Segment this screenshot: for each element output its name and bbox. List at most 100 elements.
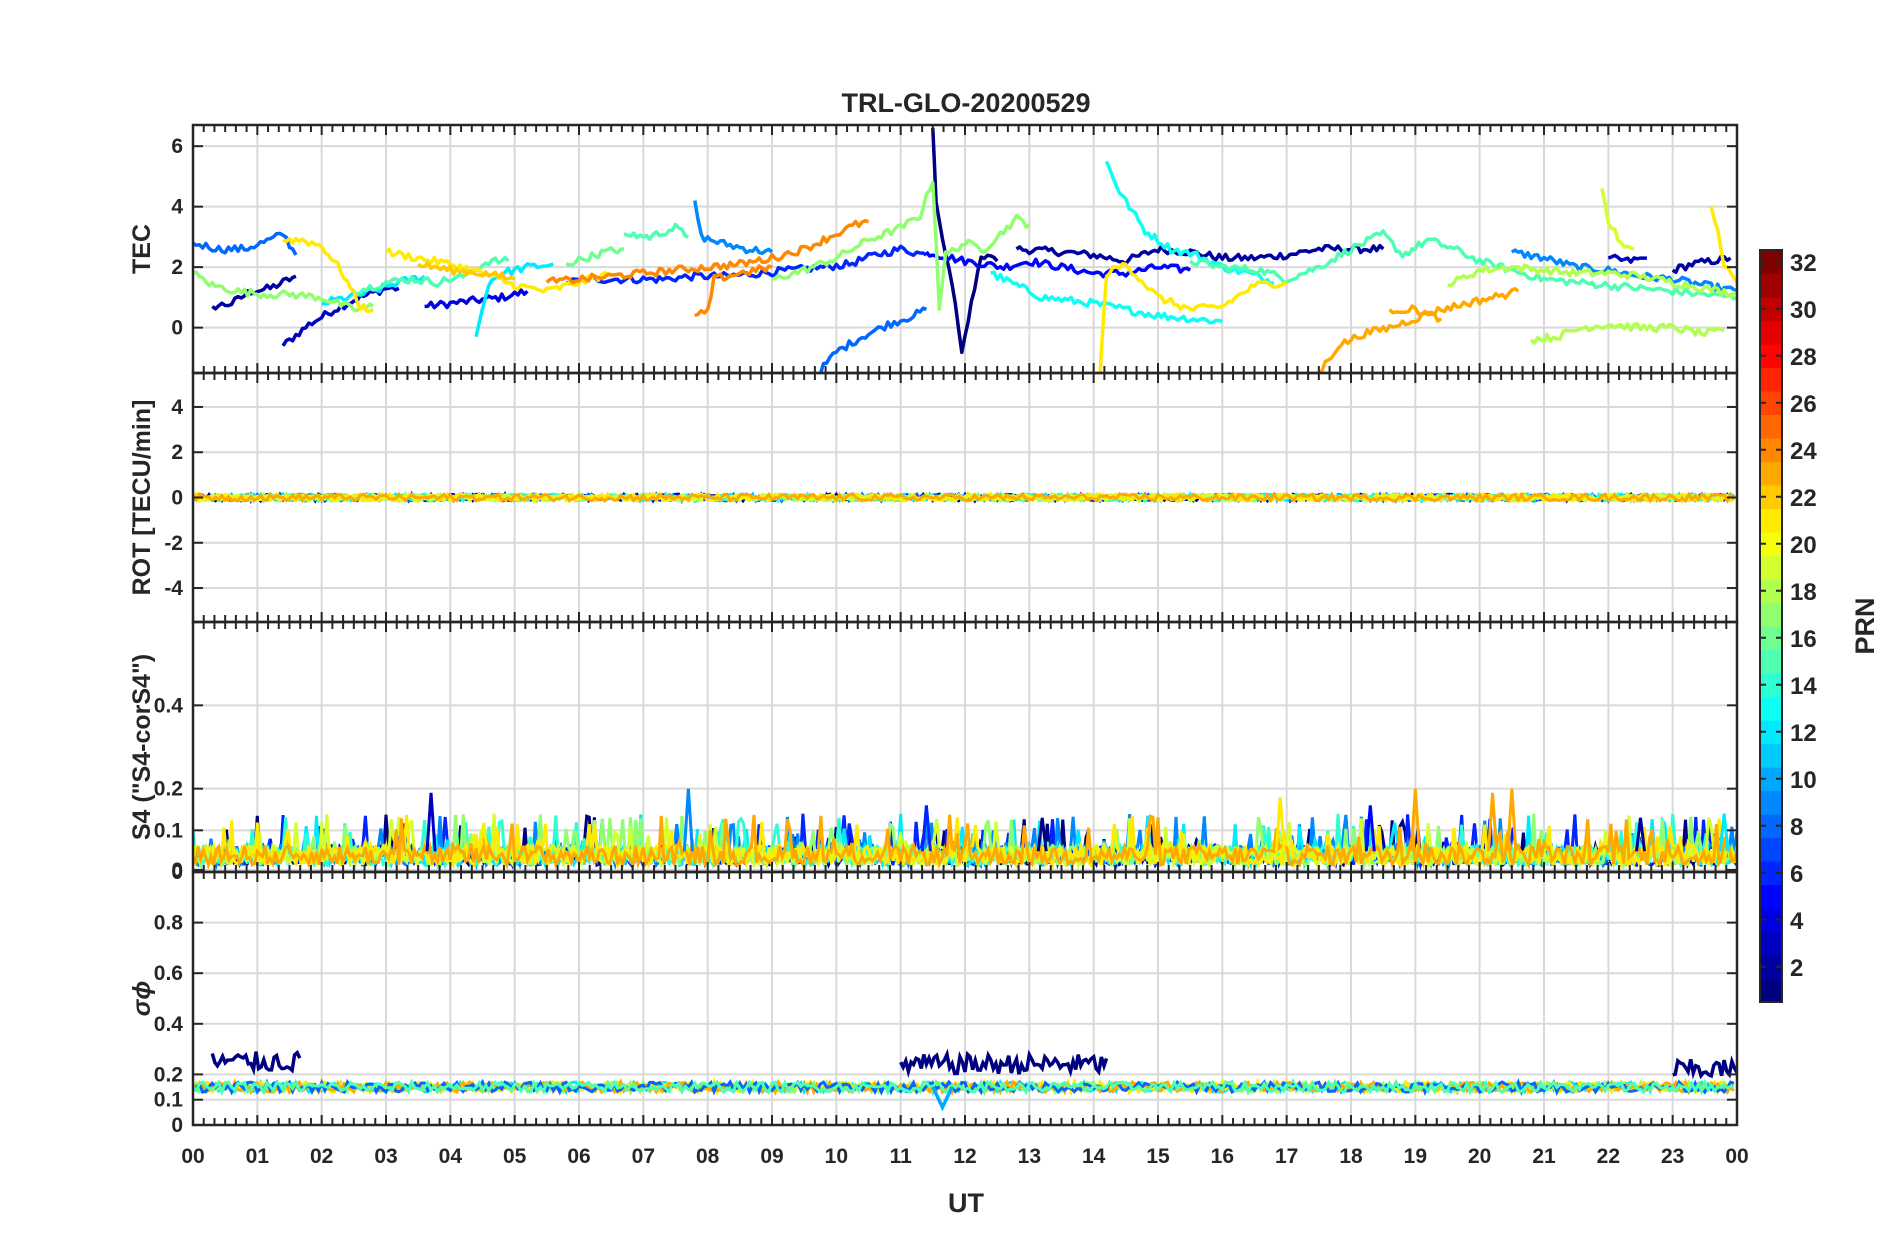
s4-spike bbox=[1036, 817, 1048, 852]
colorbar-segment bbox=[1760, 626, 1782, 651]
colorbar-segment bbox=[1760, 461, 1782, 486]
sigphi-raised-segment-2 bbox=[1672, 1055, 1737, 1080]
tec-series-prn-9-11 bbox=[693, 200, 774, 256]
x-tick-label: 01 bbox=[246, 1145, 270, 1168]
colorbar-segment bbox=[1760, 673, 1782, 698]
s4-spike bbox=[682, 788, 694, 852]
colorbar-segment bbox=[1760, 814, 1782, 839]
y-tick-label: 0.1 bbox=[154, 1089, 184, 1112]
tec-series-prn-22-30 bbox=[417, 261, 516, 281]
tec-series-prn-15-17 bbox=[352, 255, 510, 297]
y-tick-label: -4 bbox=[164, 577, 183, 600]
tec-series-prn-24-34 bbox=[694, 264, 773, 318]
colorbar-segment bbox=[1760, 861, 1782, 886]
colorbar-segment bbox=[1760, 579, 1782, 604]
colorbar-tick-label: 30 bbox=[1790, 297, 1817, 324]
panel-s4: 000.10.20.4S4 ("S4-corS4") bbox=[128, 620, 1739, 884]
x-tick-label: 00 bbox=[181, 1145, 204, 1168]
colorbar-segment bbox=[1760, 767, 1782, 792]
tec-series-prn-17-22 bbox=[771, 180, 1031, 311]
tec-series-prn-1-0 bbox=[931, 127, 999, 355]
colorbar-tick-label: 18 bbox=[1790, 579, 1817, 606]
x-tick-label: 23 bbox=[1661, 1145, 1684, 1168]
x-tick-label: 17 bbox=[1275, 1145, 1298, 1168]
tec-series-prn-3-5 bbox=[1607, 253, 1647, 264]
y-tick-label: 0.1 bbox=[154, 819, 184, 842]
colorbar-tick-label: 12 bbox=[1790, 720, 1817, 747]
y-tick-label: 0.8 bbox=[154, 912, 184, 935]
sigphi-raised-segment-1 bbox=[899, 1048, 1109, 1079]
series-tec bbox=[193, 127, 1737, 373]
colorbar-segment bbox=[1760, 391, 1782, 416]
tec-series-prn-5-8 bbox=[925, 250, 1192, 279]
y-tick-label: 0 bbox=[171, 1114, 183, 1137]
y-axis-label-sigphi: σϕ bbox=[128, 981, 156, 1017]
tec-series-prn-13-16 bbox=[1104, 160, 1275, 286]
y-tick-label: 6 bbox=[171, 135, 183, 158]
s4-spike bbox=[1364, 805, 1376, 852]
y-tick-label: 0 bbox=[171, 487, 183, 510]
series-rot bbox=[193, 490, 1736, 505]
x-tick-label: 09 bbox=[760, 1145, 783, 1168]
s4-spike bbox=[1635, 817, 1646, 852]
y-axis-rot: -4 -2 0 2 4 bbox=[164, 396, 1737, 600]
colorbar-tick-label: 20 bbox=[1790, 532, 1817, 559]
x-tick-label: 05 bbox=[503, 1145, 527, 1168]
x-tick-label: 04 bbox=[439, 1145, 463, 1168]
x-tick-label: 20 bbox=[1468, 1145, 1491, 1168]
tec-series-prn-21-27 bbox=[384, 247, 613, 294]
panel-rot: -4 -2 0 2 4 ROT [TECU/min] bbox=[128, 371, 1739, 624]
tec-series-prn-17-21 bbox=[193, 270, 375, 313]
colorbar-segment bbox=[1760, 931, 1782, 956]
colorbar-segment bbox=[1760, 884, 1782, 909]
colorbar-segment bbox=[1760, 508, 1782, 533]
x-axis: 00 01 02 03 04 05 06 07 08 09 10 11 12 13 14 15 16 17 18 19… bbox=[181, 1145, 1748, 1168]
colorbar-segment bbox=[1760, 602, 1782, 627]
sigphi-dip-segment-0 bbox=[931, 1086, 954, 1112]
y-tick-label: 0 bbox=[171, 859, 183, 882]
y-axis-label-rot: ROT [TECU/min] bbox=[128, 400, 156, 596]
s4-spike bbox=[920, 805, 932, 852]
y-tick-label: 2 bbox=[171, 256, 183, 279]
colorbar-tick-label: 14 bbox=[1790, 673, 1817, 700]
series-sigphi bbox=[193, 1048, 1737, 1112]
tec-series-prn-21-28 bbox=[1098, 261, 1288, 373]
colorbar-segment bbox=[1760, 743, 1782, 768]
y-tick-label: 0.2 bbox=[154, 1063, 183, 1086]
colorbar-tick-label: 10 bbox=[1790, 767, 1817, 794]
s4-spike bbox=[425, 792, 437, 852]
tec-series-prn-8-9 bbox=[193, 231, 298, 256]
tec-series-prn-24-33 bbox=[545, 219, 870, 285]
x-tick-label: 00 bbox=[1725, 1145, 1748, 1168]
colorbar-tick-label: 2 bbox=[1790, 955, 1803, 982]
tec-series-prn-18-24 bbox=[1529, 321, 1725, 345]
colorbar-frame bbox=[1759, 249, 1783, 1003]
tec-series-prn-8-10 bbox=[817, 306, 928, 373]
sigphi-series-prn-15 bbox=[193, 1078, 1734, 1097]
colorbar-segment bbox=[1760, 532, 1782, 557]
x-ticks-sigphi bbox=[192, 872, 1738, 1125]
chart-title: TRL-GLO-20200529 bbox=[841, 88, 1090, 118]
colorbar-tick-label: 6 bbox=[1790, 861, 1803, 888]
x-tick-label: 21 bbox=[1532, 1145, 1556, 1168]
panel-sigphi: 00.1 0.2 0.4 0.6 0.8 σϕ bbox=[128, 870, 1739, 1137]
y-axis-sigphi: 00.1 0.2 0.4 0.6 0.8 bbox=[154, 912, 1737, 1137]
tec-series-prn-21-26 bbox=[282, 236, 374, 313]
grid-tec bbox=[193, 125, 1737, 373]
s4-spike bbox=[1506, 788, 1518, 852]
tec-series-prn-4-3 bbox=[424, 288, 529, 310]
x-tick-label: 22 bbox=[1597, 1145, 1620, 1168]
tec-series-prn-18-23 bbox=[1447, 263, 1737, 299]
colorbar-segment bbox=[1760, 367, 1782, 392]
colorbar-segment bbox=[1760, 649, 1782, 674]
colorbar-segment bbox=[1760, 344, 1782, 369]
y-axis-label-tec: TEC bbox=[128, 224, 156, 274]
x-tick-label: 03 bbox=[374, 1145, 397, 1168]
colorbar-tick-label: 22 bbox=[1790, 485, 1817, 512]
x-tick-label: 15 bbox=[1146, 1145, 1170, 1168]
y-tick-label: 0.2 bbox=[154, 778, 183, 801]
s4-series-prn-23 bbox=[193, 814, 1737, 871]
colorbar-segment bbox=[1760, 696, 1782, 721]
